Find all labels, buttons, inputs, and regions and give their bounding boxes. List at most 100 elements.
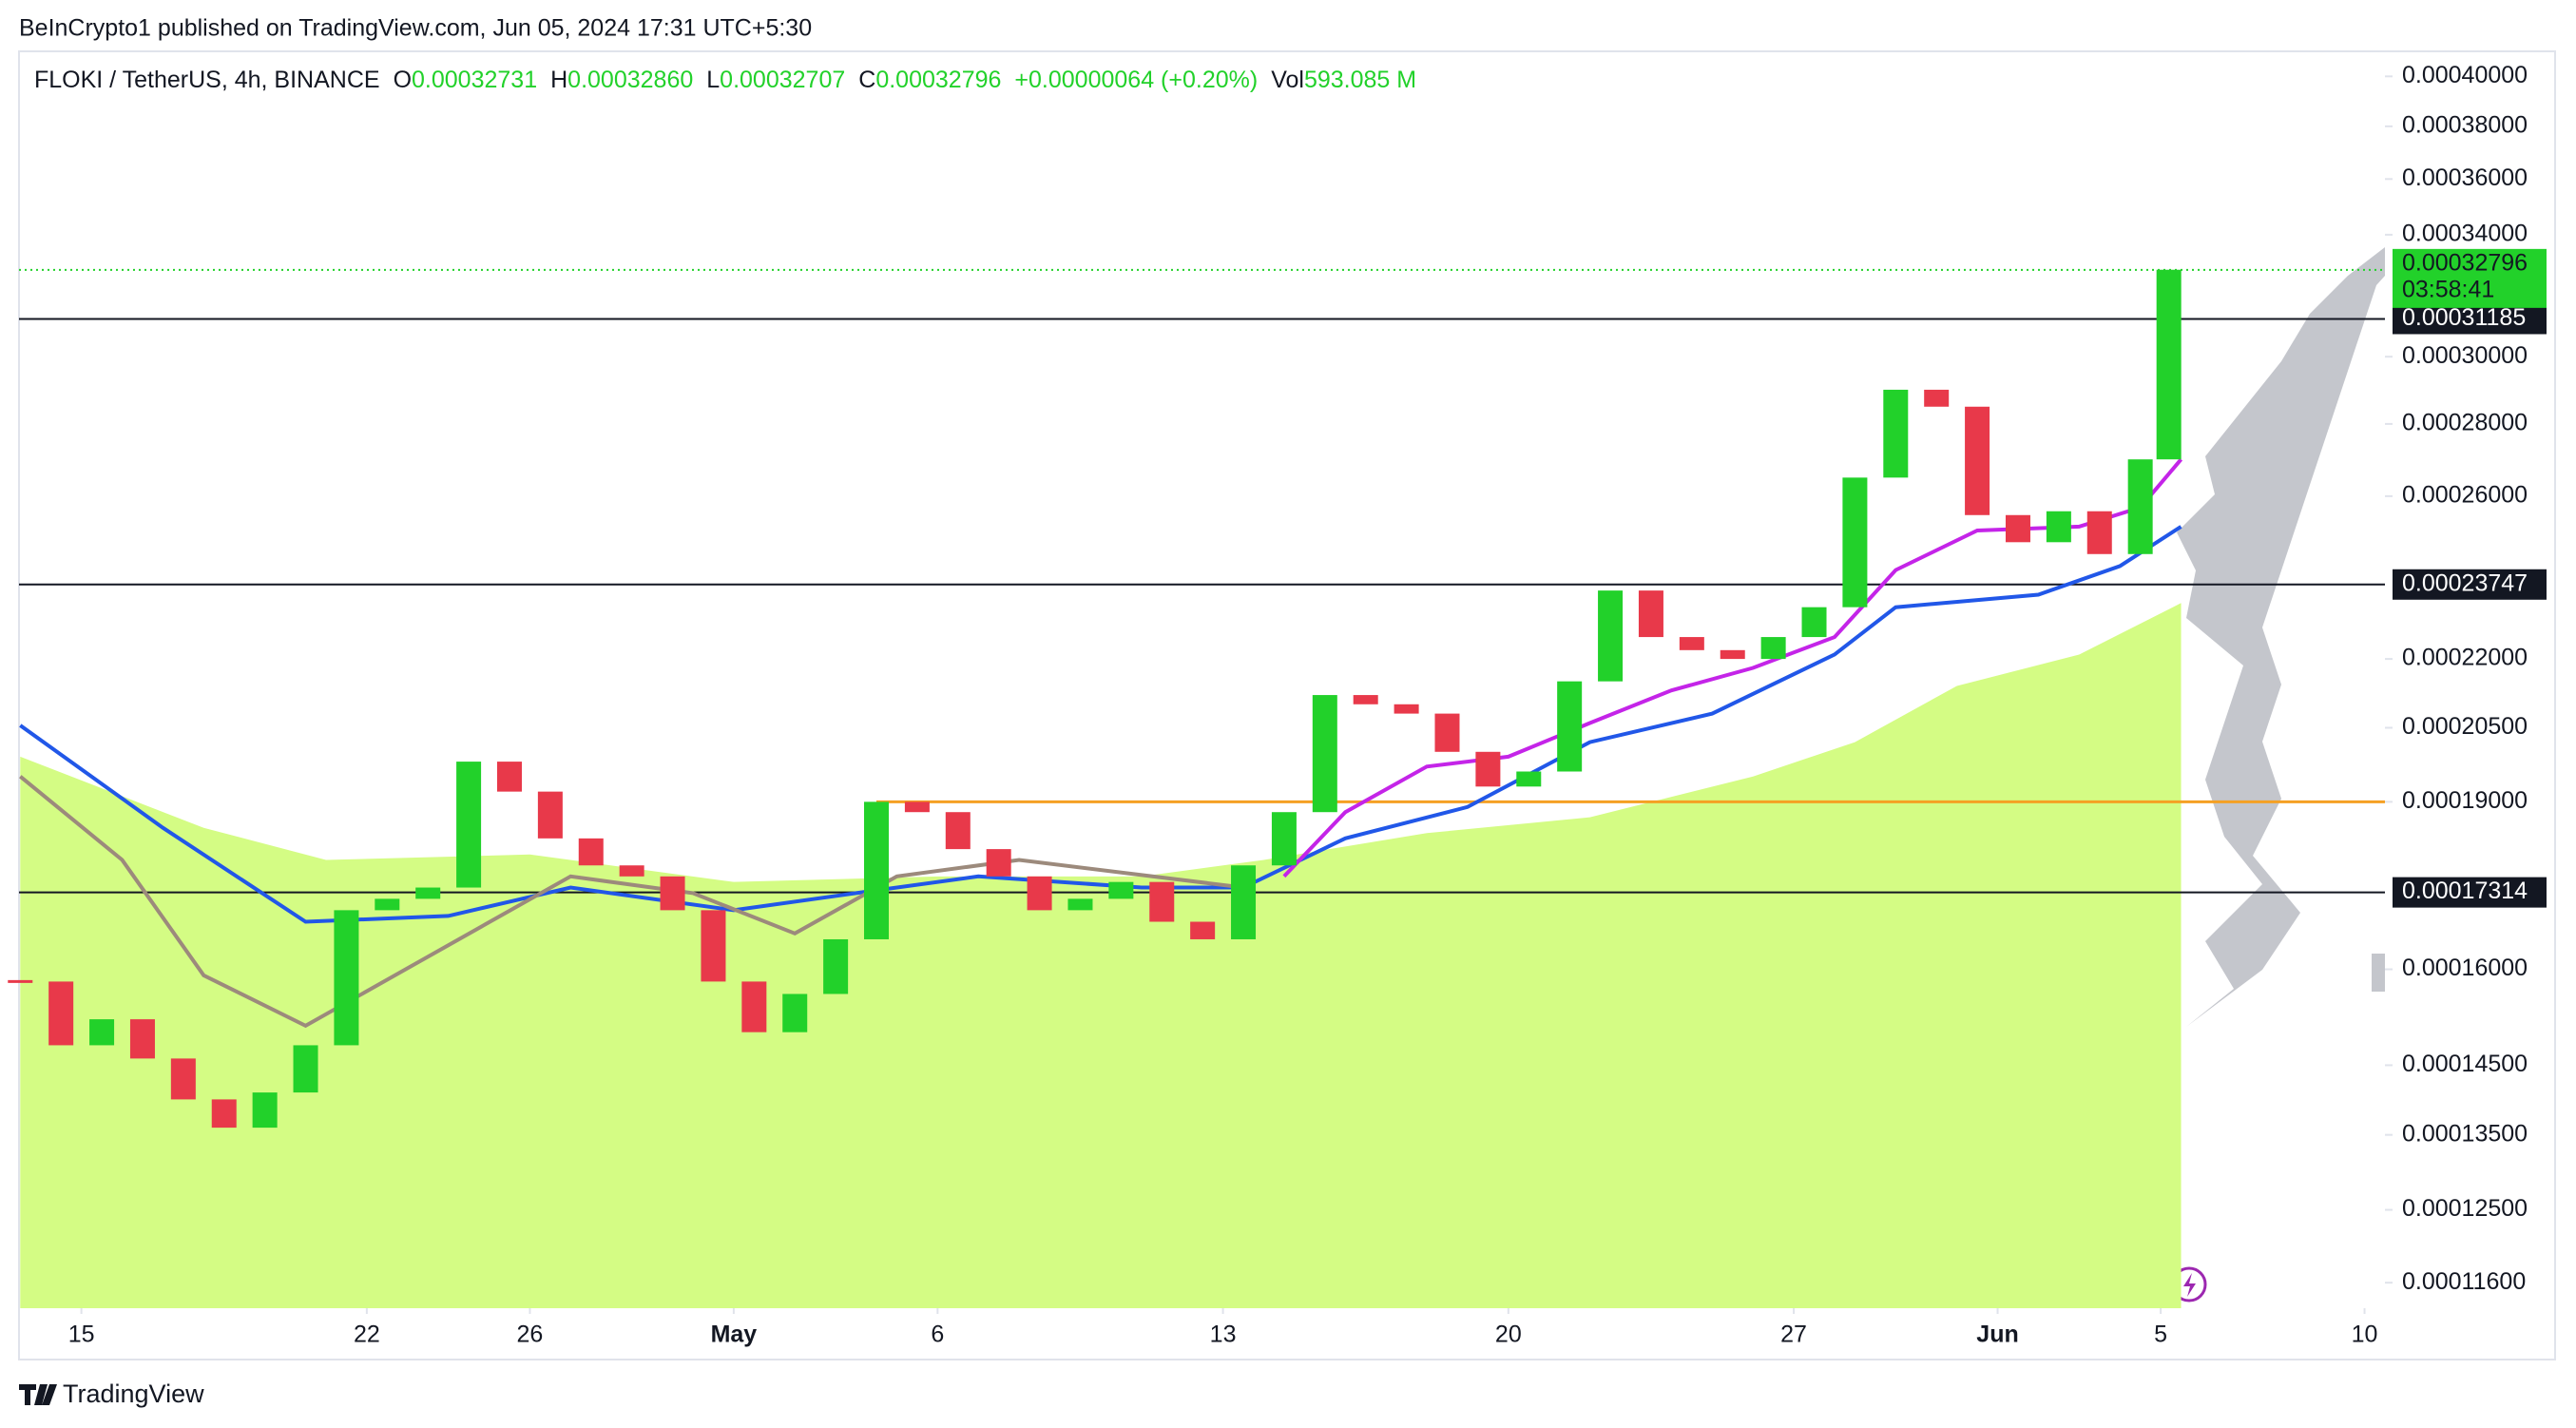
chart-frame xyxy=(18,50,2556,1360)
y-tick-label: 0.00040000 xyxy=(2402,62,2528,88)
candle xyxy=(986,849,1011,877)
candle xyxy=(578,838,604,866)
x-tick-label: 22 xyxy=(354,1322,380,1348)
candle xyxy=(496,762,522,792)
candle xyxy=(782,994,808,1032)
publish-note: BeInCrypto1 published on TradingView.com… xyxy=(19,15,812,42)
candle xyxy=(864,801,890,939)
y-tick-label: 0.00011600 xyxy=(2402,1268,2526,1295)
volume-profile xyxy=(2372,954,2385,992)
x-tick-label: 15 xyxy=(68,1322,95,1348)
candle xyxy=(2127,459,2153,554)
candle xyxy=(1312,695,1337,813)
legend-l: L xyxy=(706,67,720,93)
legend-o: O xyxy=(394,67,412,93)
candle xyxy=(2156,269,2182,460)
candle xyxy=(252,1092,278,1129)
y-tick-label: 0.00028000 xyxy=(2402,410,2528,436)
x-tick-label: 27 xyxy=(1780,1322,1807,1348)
ma-line xyxy=(1282,457,2183,878)
candle xyxy=(2086,511,2112,554)
ma-line xyxy=(19,775,1244,1029)
y-tick-label: 0.00016000 xyxy=(2402,955,2528,981)
candle xyxy=(1067,898,1093,911)
y-tick-label: 0.00019000 xyxy=(2402,787,2528,814)
candle xyxy=(2046,511,2071,543)
candle xyxy=(619,865,644,877)
y-tick-label: 0.00034000 xyxy=(2402,221,2528,247)
y-tick-label: 0.00013500 xyxy=(2402,1120,2528,1147)
legend-h: H xyxy=(550,67,567,93)
candle xyxy=(1679,637,1704,650)
x-tick-label: Jun xyxy=(1976,1322,2018,1348)
candle xyxy=(89,1019,115,1046)
candle xyxy=(1720,649,1745,660)
candle xyxy=(1842,477,1868,608)
candle xyxy=(1801,607,1827,638)
y-tick-label: 0.00036000 xyxy=(2402,164,2528,191)
candle xyxy=(1760,637,1786,660)
price-tag xyxy=(2393,248,2547,308)
countdown: 03:58:41 xyxy=(2402,276,2494,302)
candle xyxy=(537,791,563,839)
price-tag-label: 0.00032796 xyxy=(2402,249,2528,276)
x-tick-label: May xyxy=(711,1322,758,1348)
alert-bolt xyxy=(2183,1273,2196,1297)
x-tick-label: 26 xyxy=(517,1322,544,1348)
candle xyxy=(293,1045,318,1093)
legend-c: C xyxy=(858,67,875,93)
candle xyxy=(211,1099,237,1129)
candle xyxy=(1353,695,1378,704)
candle xyxy=(945,812,971,850)
candle xyxy=(456,762,482,888)
candle xyxy=(1394,704,1419,714)
y-tick-label: 0.00026000 xyxy=(2402,481,2528,508)
level-label: 0.00031185 xyxy=(2402,304,2526,331)
level-label: 0.00023747 xyxy=(2402,569,2528,596)
candle xyxy=(1434,713,1460,752)
x-tick-label: 10 xyxy=(2352,1322,2378,1348)
candle xyxy=(904,801,930,813)
x-tick-label: 5 xyxy=(2154,1322,2167,1348)
candle xyxy=(2005,514,2030,543)
x-tick-label: 6 xyxy=(931,1322,944,1348)
legend-close: 0.00032796 xyxy=(875,67,1001,93)
candle xyxy=(1598,590,1624,682)
candle xyxy=(1638,590,1663,638)
legend: FLOKI / TetherUS, 4h, BINANCE O0.00032731… xyxy=(34,67,1416,93)
volume-profile xyxy=(2177,247,2385,1027)
candle xyxy=(1271,812,1297,866)
legend-volume: 593.085 M xyxy=(1304,67,1416,93)
candle xyxy=(48,981,74,1046)
candle xyxy=(1475,751,1501,787)
legend-change: +0.00000064 (+0.20%) xyxy=(1014,67,1258,93)
candle xyxy=(415,887,441,899)
legend-low: 0.00032707 xyxy=(720,67,845,93)
candle xyxy=(1965,406,1990,515)
candle xyxy=(1883,389,1909,478)
candle xyxy=(701,910,726,982)
x-tick-label: 13 xyxy=(1210,1322,1237,1348)
candle xyxy=(823,938,849,994)
candle xyxy=(170,1058,196,1100)
legend-vol: Vol xyxy=(1271,67,1304,93)
level-label: 0.00017314 xyxy=(2402,878,2528,904)
candle xyxy=(1557,681,1583,772)
candle xyxy=(1924,389,1950,407)
level-tag xyxy=(2393,877,2547,908)
candle xyxy=(1190,921,1216,939)
y-tick-label: 0.00012500 xyxy=(2402,1195,2528,1222)
legend-open: 0.00032731 xyxy=(412,67,537,93)
level-tag xyxy=(2393,569,2547,600)
candle xyxy=(129,1019,155,1059)
legend-high: 0.00032860 xyxy=(567,67,693,93)
legend-symbol: FLOKI / TetherUS, 4h, BINANCE xyxy=(34,67,380,93)
y-tick-label: 0.00022000 xyxy=(2402,645,2528,671)
candle xyxy=(375,898,400,911)
candle xyxy=(660,876,685,911)
candle xyxy=(1027,876,1052,911)
candle xyxy=(741,981,767,1032)
y-tick-label: 0.00020500 xyxy=(2402,713,2528,740)
